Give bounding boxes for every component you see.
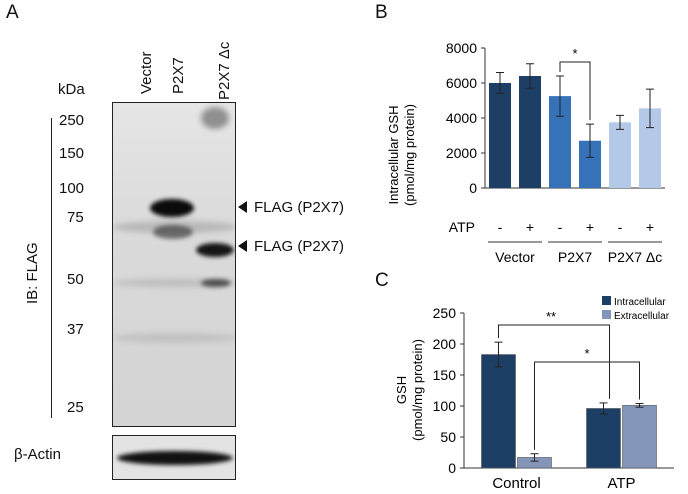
chart-c-category-label: ATP — [607, 475, 635, 492]
chart-c-bar — [481, 354, 516, 469]
band-arrow-lower — [238, 240, 247, 252]
band-arrow-upper — [238, 201, 247, 213]
marker-250: 250 — [59, 112, 85, 129]
chart-c: GSH (pmol/mg protein) 0 50 100 150 200 250 Con… — [394, 296, 674, 492]
chart-b-atp-state: + — [526, 219, 534, 235]
chart-b-sig-bracket — [559, 61, 591, 121]
panel-a-letter: A — [6, 2, 19, 23]
flag-p2x7-dc-band — [196, 243, 234, 257]
chart-b: Intracellular GSH (pmol/mg protein) 0 200… — [386, 40, 665, 265]
chart-c-legend-swatch — [602, 296, 611, 305]
chart-b-atp-state: - — [498, 219, 503, 235]
panel-b-letter: B — [375, 2, 388, 23]
chart-b-ytick-label: 2000 — [446, 145, 477, 161]
ib-bracket-line — [51, 118, 52, 418]
band-label-upper: FLAG (P2X7) — [254, 199, 345, 216]
chart-c-sig-star: ** — [546, 309, 556, 324]
chart-b-bar — [489, 83, 511, 188]
marker-37: 37 — [67, 321, 84, 338]
chart-c-ylabel-line2: (pmol/mg protein) — [410, 339, 425, 441]
chart-c-ylabel: GSH (pmol/mg protein) — [394, 339, 425, 441]
flag-p2x7-band — [150, 199, 194, 217]
chart-c-ytick-label: 0 — [448, 460, 456, 476]
chart-b-ytick-label: 8000 — [446, 40, 477, 56]
blot-background-band — [201, 107, 229, 129]
chart-b-ytick-label: 4000 — [446, 110, 477, 126]
chart-b-ylabel-line1: Intracellular GSH — [386, 106, 401, 205]
chart-b-atp-state: - — [618, 219, 623, 235]
chart-b-atp-label: ATP — [449, 219, 475, 235]
chart-b-ylabel: Intracellular GSH (pmol/mg protein) — [386, 104, 417, 206]
chart-c-ytick-label: 100 — [433, 398, 457, 414]
chart-c-ytick-label: 200 — [433, 336, 457, 352]
actin-membrane — [112, 435, 236, 480]
panel-c-letter: C — [375, 270, 389, 291]
chart-b-ytick-label: 6000 — [446, 75, 477, 91]
marker-75: 75 — [67, 209, 84, 226]
chart-b-bar — [579, 140, 601, 188]
ib-flag-label: IB: FLAG — [24, 242, 41, 304]
chart-b-bar — [549, 96, 571, 188]
chart-b-bar — [609, 122, 631, 188]
chart-b-group-label: P2X7 Δc — [608, 249, 663, 265]
chart-b-group-label: Vector — [495, 249, 535, 265]
marker-150: 150 — [59, 145, 85, 162]
chart-c-ytick-label: 150 — [433, 367, 457, 383]
chart-c-legend-swatch — [602, 310, 611, 319]
actin-label: β-Actin — [14, 446, 61, 463]
flag-p2x7-dc-band-lower — [201, 279, 231, 287]
marker-50: 50 — [67, 271, 84, 288]
actin-band — [117, 451, 233, 465]
chart-b-ylabel-line2: (pmol/mg protein) — [402, 104, 417, 206]
chart-b-ytick-label: 0 — [469, 180, 477, 196]
blot-membrane — [112, 102, 236, 427]
chart-c-ytick-label: 250 — [433, 305, 457, 321]
chart-c-bar — [622, 405, 657, 469]
chart-b-bar — [639, 108, 661, 188]
lane-label-p2x7: P2X7 — [170, 57, 187, 94]
chart-c-bar — [586, 408, 621, 469]
lane-label-p2x7-dc: P2X7 Δc — [216, 41, 233, 100]
chart-c-legend-label: Intracellular — [614, 297, 666, 308]
marker-100: 100 — [59, 180, 85, 197]
band-label-lower: FLAG (P2X7) — [254, 238, 345, 255]
marker-25: 25 — [67, 399, 84, 416]
flag-p2x7-band-shadow — [153, 225, 193, 239]
chart-c-ytick-label: 50 — [440, 429, 456, 445]
chart-c-ylabel-line1: GSH — [394, 376, 409, 404]
blot-background-band — [113, 333, 235, 343]
chart-b-atp-state: + — [586, 219, 594, 235]
chart-b-atp-state: - — [558, 219, 563, 235]
chart-b-group-label: P2X7 — [558, 249, 592, 265]
chart-b-atp-state: + — [646, 219, 654, 235]
chart-c-legend-label: Extracellular — [614, 311, 670, 322]
blot-background-band — [113, 279, 235, 287]
lane-label-vector: Vector — [138, 51, 155, 94]
kda-label: kDa — [58, 81, 85, 98]
chart-b-sig-star: * — [572, 46, 577, 61]
chart-b-bar — [519, 76, 541, 188]
chart-c-sig-bracket — [534, 361, 640, 450]
chart-c-sig-star: * — [584, 346, 589, 361]
chart-c-category-label: Control — [492, 475, 540, 492]
